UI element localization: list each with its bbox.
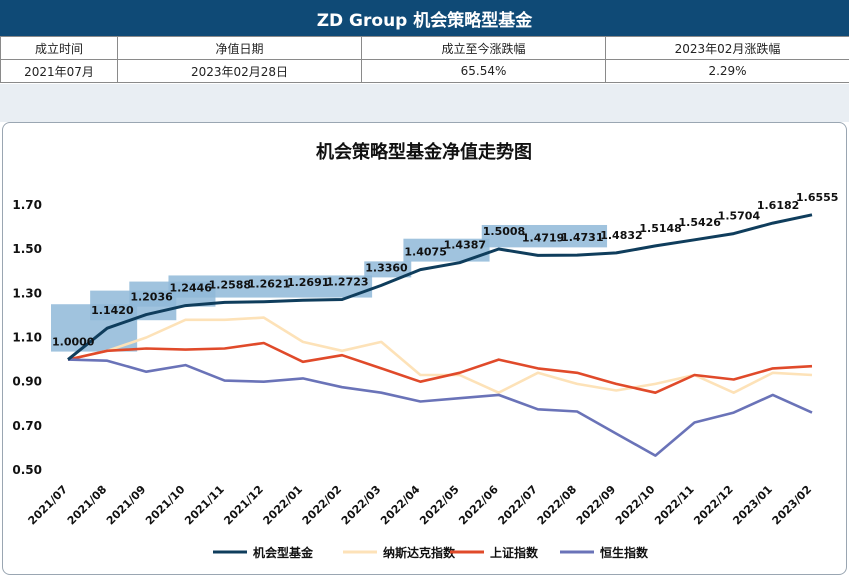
y-tick-label: 0.50 xyxy=(12,463,42,477)
x-tick-label: 2021/09 xyxy=(104,483,149,528)
x-tick-label: 2023/02 xyxy=(770,483,815,528)
x-tick-label: 2022/09 xyxy=(574,483,619,528)
x-tick-label: 2022/07 xyxy=(496,483,541,528)
data-label: 1.4719 xyxy=(522,231,564,244)
data-label: 1.6182 xyxy=(757,199,799,212)
data-label: 1.2691 xyxy=(287,276,329,289)
data-label: 1.2588 xyxy=(209,278,251,291)
series-line-1 xyxy=(67,316,813,395)
info-table-value-row: 2021年07月 2023年02月28日 65.54% 2.29% xyxy=(0,59,849,83)
series-line-2 xyxy=(67,341,813,395)
value-monthly-return: 2.29% xyxy=(605,59,849,83)
data-label: 1.4731 xyxy=(561,231,603,244)
legend-label: 机会型基金 xyxy=(253,545,314,560)
data-label: 1.3360 xyxy=(365,261,408,274)
data-label: 1.5426 xyxy=(679,216,722,229)
x-tick-label: 2023/01 xyxy=(730,483,775,528)
legend-label: 恒生指数 xyxy=(600,545,649,560)
x-tick-label: 2021/10 xyxy=(143,483,188,528)
y-tick-label: 0.90 xyxy=(12,375,42,389)
data-label: 1.5008 xyxy=(483,225,525,238)
y-tick-label: 1.70 xyxy=(12,198,42,212)
data-label: 1.4832 xyxy=(600,229,642,242)
data-label: 1.6555 xyxy=(796,191,838,204)
data-label-highlight-box xyxy=(364,261,412,278)
data-label: 1.5148 xyxy=(639,222,681,235)
x-tick-label: 2022/04 xyxy=(378,483,423,528)
data-label: 1.4387 xyxy=(444,239,486,252)
data-label-highlight-box xyxy=(403,238,490,262)
y-tick-label: 1.30 xyxy=(12,286,42,300)
series-line-0 xyxy=(67,213,813,361)
data-label: 1.2446 xyxy=(169,282,212,295)
x-tick-label: 2021/12 xyxy=(221,483,266,528)
y-tick-label: 0.70 xyxy=(12,419,42,433)
value-inception-date: 2021年07月 xyxy=(0,59,118,83)
header-monthly-return: 2023年02月涨跌幅 xyxy=(605,36,849,60)
data-label: 1.2621 xyxy=(248,278,290,291)
page-title-banner: ZD Group 机会策略型基金 xyxy=(0,0,849,36)
legend-label: 上证指数 xyxy=(490,545,539,560)
legend-label: 纳斯达克指数 xyxy=(383,545,456,560)
x-tick-label: 2021/07 xyxy=(26,483,71,528)
x-tick-label: 2021/08 xyxy=(65,483,110,528)
x-tick-label: 2022/08 xyxy=(535,483,580,528)
x-tick-label: 2022/10 xyxy=(613,483,658,528)
value-return-since-inception: 65.54% xyxy=(361,59,606,83)
data-label: 1.4075 xyxy=(404,246,446,259)
page-title: ZD Group 机会策略型基金 xyxy=(316,10,533,31)
x-tick-label: 2022/02 xyxy=(300,483,345,528)
x-tick-label: 2022/12 xyxy=(691,483,736,528)
x-tick-label: 2022/11 xyxy=(652,483,697,528)
x-tick-label: 2021/11 xyxy=(182,483,227,528)
value-nav-date: 2023年02月28日 xyxy=(117,59,362,83)
data-label: 1.1420 xyxy=(91,304,134,317)
x-tick-label: 2022/05 xyxy=(417,483,462,528)
chart-title: 机会策略型基金净值走势图 xyxy=(316,141,532,163)
data-label-highlight-box xyxy=(481,224,608,248)
x-tick-label: 2022/03 xyxy=(339,483,384,528)
y-tick-label: 1.10 xyxy=(12,331,42,345)
data-label: 1.2723 xyxy=(326,275,368,288)
x-tick-label: 2022/06 xyxy=(456,483,501,528)
series-line-3 xyxy=(67,358,813,457)
data-label: 1.2036 xyxy=(130,291,173,304)
y-tick-label: 1.50 xyxy=(12,242,42,256)
data-label: 1.5704 xyxy=(718,210,761,223)
data-label: 1.0000 xyxy=(52,336,95,349)
data-label-highlight-box xyxy=(168,275,373,298)
info-table: 成立时间 净值日期 成立至今涨跌幅 2023年02月涨跌幅 2021年07月 2… xyxy=(0,36,849,83)
section-gap xyxy=(0,84,849,122)
x-tick-label: 2022/01 xyxy=(261,483,306,528)
